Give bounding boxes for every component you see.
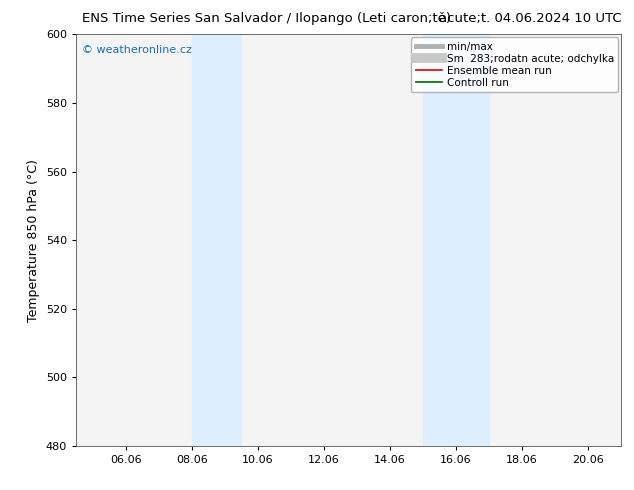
Bar [423, 34, 489, 446]
Text: ENS Time Series San Salvador / Ilopango (Leti caron;tě): ENS Time Series San Salvador / Ilopango … [82, 12, 451, 25]
Text: © weatheronline.cz: © weatheronline.cz [82, 45, 191, 54]
Text: acute;t. 04.06.2024 10 UTC: acute;t. 04.06.2024 10 UTC [439, 12, 621, 25]
Bar [191, 34, 242, 446]
Legend: min/max, Sm  283;rodatn acute; odchylka, Ensemble mean run, Controll run: min/max, Sm 283;rodatn acute; odchylka, … [411, 37, 618, 92]
Y-axis label: Temperature 850 hPa (°C): Temperature 850 hPa (°C) [27, 159, 40, 321]
